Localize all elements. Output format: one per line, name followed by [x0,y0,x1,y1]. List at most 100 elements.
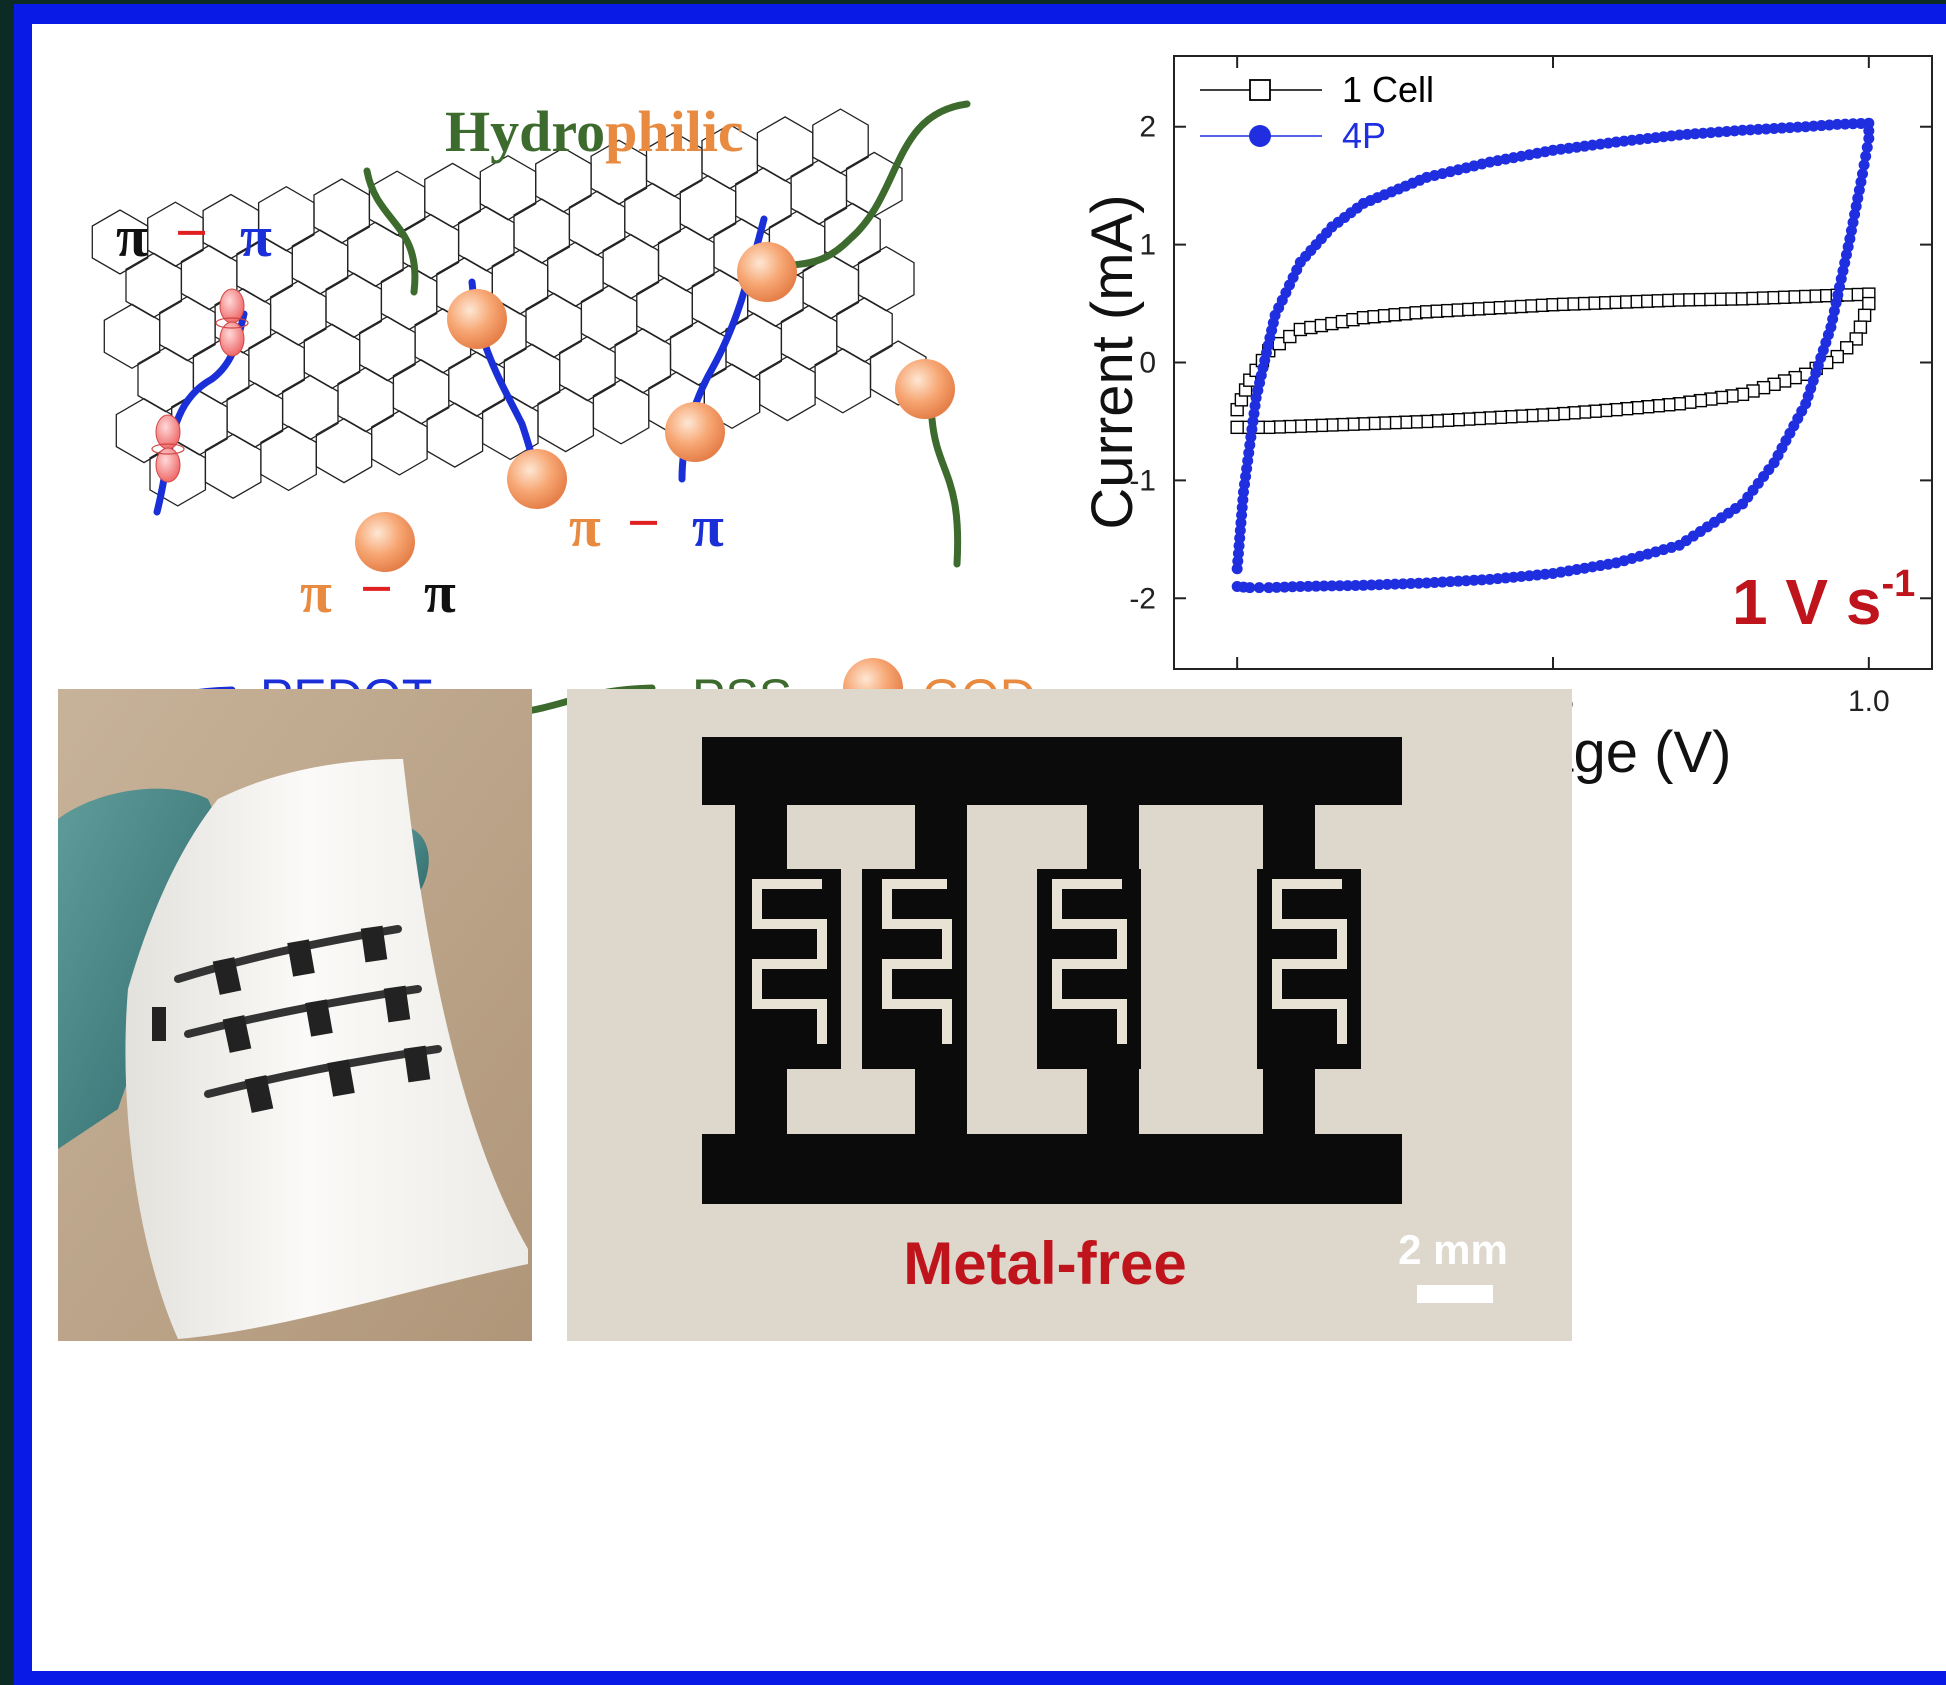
graphene-hexagon [424,162,481,229]
graphene-hexagon [269,280,327,346]
data-point [1492,573,1504,585]
p-orbital-upper [215,288,249,357]
graphene-hexagon [426,402,484,468]
gqd-spheres [355,242,955,572]
svg-text:π: π [300,560,332,625]
svg-text:π: π [569,494,601,559]
graphene-hexagon [448,351,505,417]
data-point [1279,581,1291,593]
graphene-hexagon [537,386,595,453]
data-point [1831,118,1843,130]
data-point [1760,123,1772,135]
graphene-hexagon [257,185,315,252]
photo-flexible-paper [58,689,532,1341]
data-point [1863,125,1875,137]
svg-text:π: π [240,204,272,269]
data-point [1752,123,1764,135]
scan-rate-annotation: 1 V s-1 [1732,563,1915,638]
y-tick-label: 1 [1139,229,1156,262]
data-point [1283,329,1297,344]
data-point [1444,576,1456,588]
data-point [1858,159,1870,171]
data-point [1413,577,1425,589]
data-point [1705,127,1717,139]
graphene-hexagon [204,433,262,499]
graphene-hexagon [392,359,450,425]
data-point [1515,570,1527,582]
data-point [1863,133,1875,145]
graphene-hexagon [125,252,183,319]
graphene-sheet [91,108,927,507]
graphene-hexagon [790,159,848,225]
data-point [1863,117,1875,129]
graphene-hexagon [780,304,838,371]
series-1-cell [1230,287,1876,435]
data-point [1847,118,1859,130]
data-point [1729,125,1741,137]
data-point [1776,122,1788,134]
graphene-hexagon [614,328,672,394]
graphene-hexagon [103,303,161,370]
data-point [1381,578,1393,590]
data-point [1253,582,1265,594]
graphene-hexagon [568,190,626,256]
svg-text:−: − [175,200,208,265]
graphene-hexagon [402,213,460,280]
data-point [1539,568,1551,580]
graphene-hexagon [735,167,792,233]
graphene-hexagon [214,288,272,354]
data-point [1860,150,1872,162]
data-point [1839,118,1851,130]
graphene-hexagon [414,308,472,374]
data-point [1713,126,1725,138]
series-4p [1231,117,1875,594]
graphene-hexagon [592,379,650,445]
data-point [1389,578,1401,590]
graphene-hexagon [547,241,604,307]
legend-label-1-cell: 1 Cell [1342,69,1434,110]
svg-text:π: π [424,560,456,625]
legend-marker-4p [1249,125,1271,147]
data-point [1302,580,1314,592]
data-point [1373,579,1385,591]
y-tick-label: -1 [1129,464,1156,497]
graphene-hexagon [669,320,727,386]
data-point [1792,121,1804,133]
graphene-hexagon [313,178,371,244]
y-axis-title: Current (mA) [1080,194,1145,529]
graphene-hexagon [636,277,693,343]
photo-printed-device: Metal-free 2 mm [567,689,1572,1341]
data-point [1231,580,1243,592]
flexible-paper-sheet [125,759,528,1339]
p-orbital-lower [151,414,185,483]
graphene-hexagon [756,116,814,182]
data-point [1531,569,1543,581]
graphene-hexagon [535,147,592,213]
scalebar-label: 2 mm [1398,1226,1508,1273]
y-tick-label: 0 [1139,347,1156,380]
data-point [1397,578,1409,590]
data-point [1429,577,1441,589]
legend-marker-1-cell [1249,79,1271,101]
graphene-hexagon [260,425,317,492]
graphene-hexagon [325,272,383,339]
series-group [1230,117,1876,594]
data-point [1334,580,1346,592]
data-point [1547,568,1559,580]
data-point [1721,125,1733,137]
data-point [1326,580,1338,592]
graphene-hexagon [359,315,416,382]
figure-panel: Hydrophilic π − π π − π π − π PEDOT PSS … [32,24,1946,1671]
graphene-hexagon [479,154,537,221]
graphene-hexagon [347,221,404,287]
data-point [1342,580,1354,592]
graphene-hexagon [814,348,872,414]
graphene-hexagon [559,335,616,402]
svg-text:−: − [360,556,393,621]
graphene-hexagon [525,292,583,359]
data-point [1697,127,1709,139]
chart-legend: 1 Cell 4P [1200,69,1434,156]
data-point [1405,578,1417,590]
x-tick-label: 1.0 [1848,685,1890,718]
data-point [1230,420,1244,435]
